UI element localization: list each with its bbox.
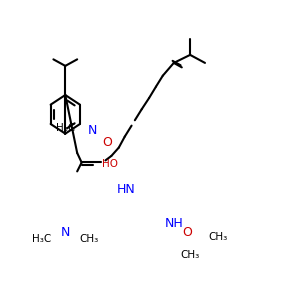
Text: HO: HO xyxy=(102,159,118,169)
Text: O: O xyxy=(183,226,193,239)
Text: NH: NH xyxy=(164,217,183,230)
Text: CH₃: CH₃ xyxy=(208,232,227,242)
Text: H₃C: H₃C xyxy=(56,123,75,133)
Text: HN: HN xyxy=(116,183,135,196)
Text: H₃C: H₃C xyxy=(32,234,51,244)
Text: CH₃: CH₃ xyxy=(181,250,200,260)
Text: CH₃: CH₃ xyxy=(79,234,98,244)
Text: O: O xyxy=(103,136,112,149)
Text: N: N xyxy=(61,226,70,239)
Text: N: N xyxy=(88,124,98,136)
